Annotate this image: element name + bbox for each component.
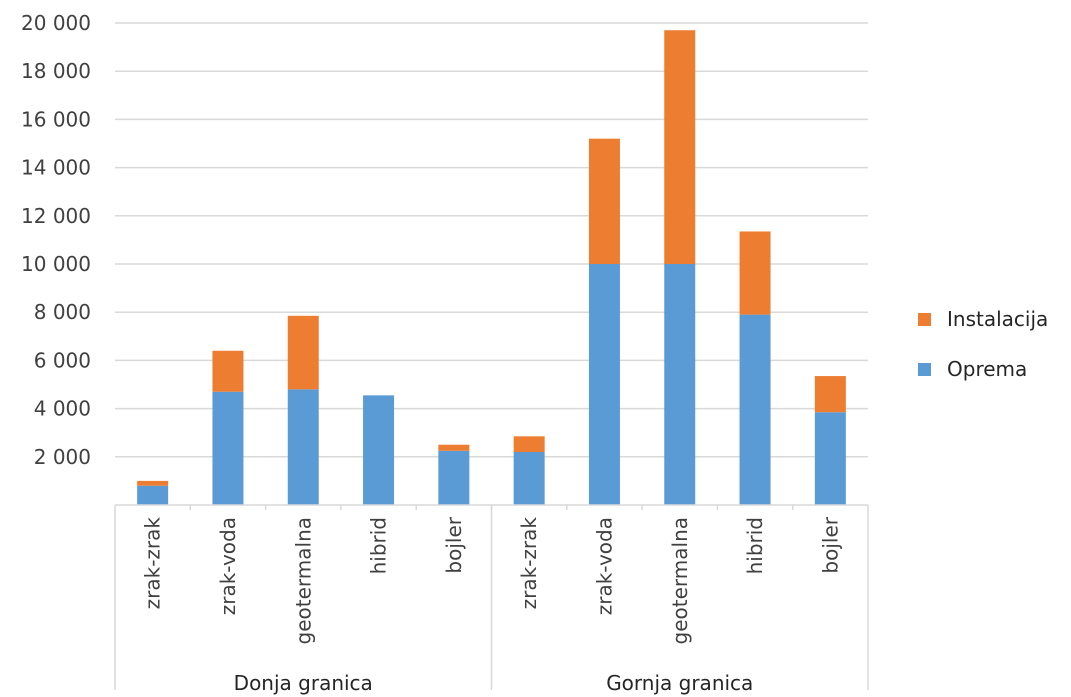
legend-label-oprema: Oprema bbox=[947, 357, 1028, 381]
axes bbox=[114, 504, 869, 690]
bar-segment-oprema bbox=[588, 264, 620, 505]
bar-segment-instalacija bbox=[513, 436, 545, 452]
bar-segment-oprema bbox=[739, 314, 771, 505]
y-tick-label: 8 000 bbox=[34, 300, 91, 324]
bar-segment-oprema bbox=[212, 391, 244, 505]
y-tick-label: 16 000 bbox=[21, 107, 91, 131]
bar-segment-instalacija bbox=[739, 231, 771, 315]
x-tick-label: hibrid bbox=[743, 517, 767, 574]
bar-segment-instalacija bbox=[664, 30, 696, 265]
legend-label-instalacija: Instalacija bbox=[947, 307, 1049, 331]
x-tick-label: geotermalna bbox=[668, 517, 692, 644]
x-tick-label: zrak-voda bbox=[216, 517, 240, 615]
x-tick-label: zrak-voda bbox=[592, 517, 616, 615]
y-tick-label: 10 000 bbox=[21, 252, 91, 276]
y-tick-labels: 2 000 4 000 6 000 8 000 10 000 12 000 14 000 16… bbox=[21, 11, 91, 469]
y-tick-label: 12 000 bbox=[21, 204, 91, 228]
legend-swatch-oprema bbox=[918, 362, 931, 376]
bar-segment-oprema bbox=[814, 412, 846, 505]
legend-item-instalacija: Instalacija bbox=[918, 306, 1048, 332]
bar-segment-oprema bbox=[664, 264, 696, 505]
legend-item-oprema: Oprema bbox=[918, 356, 1048, 382]
y-tick-label: 4 000 bbox=[34, 397, 91, 421]
y-tick-label: 14 000 bbox=[21, 156, 91, 180]
bar-segment-instalacija bbox=[814, 376, 846, 413]
x-tick-label: bojler bbox=[818, 516, 842, 573]
y-tick-label: 18 000 bbox=[21, 59, 91, 83]
bar-segment-oprema bbox=[363, 395, 395, 505]
bar-segment-instalacija bbox=[287, 315, 319, 390]
bar-segment-oprema bbox=[513, 451, 545, 505]
x-tick-label: zrak-zrak bbox=[517, 517, 541, 610]
x-tick-label: zrak-zrak bbox=[141, 517, 165, 610]
x-tick-labels: zrak-zrak zrak-voda geotermalna hibrid bojle… bbox=[141, 516, 843, 644]
bar-segment-oprema bbox=[137, 485, 169, 505]
y-tick-label: 20 000 bbox=[21, 11, 91, 35]
bar-segment-instalacija bbox=[438, 444, 470, 451]
y-tick-label: 2 000 bbox=[34, 445, 91, 469]
legend: Instalacija Oprema bbox=[918, 306, 1048, 406]
x-tick-label: bojler bbox=[442, 516, 466, 573]
bar-segment-instalacija bbox=[588, 138, 620, 264]
bar-segment-instalacija bbox=[137, 480, 169, 486]
legend-swatch-instalacija bbox=[918, 312, 931, 326]
bar-segment-instalacija bbox=[212, 350, 244, 392]
group-label: Gornja granica bbox=[606, 671, 753, 695]
y-tick-label: 6 000 bbox=[34, 348, 91, 372]
bars bbox=[137, 30, 846, 505]
group-labels: Donja granica Gornja granica bbox=[234, 671, 754, 695]
bar-segment-oprema bbox=[287, 389, 319, 505]
x-tick-label: hibrid bbox=[367, 517, 391, 574]
x-tick-label: geotermalna bbox=[291, 517, 315, 644]
bar-segment-oprema bbox=[438, 450, 470, 505]
group-label: Donja granica bbox=[234, 671, 373, 695]
